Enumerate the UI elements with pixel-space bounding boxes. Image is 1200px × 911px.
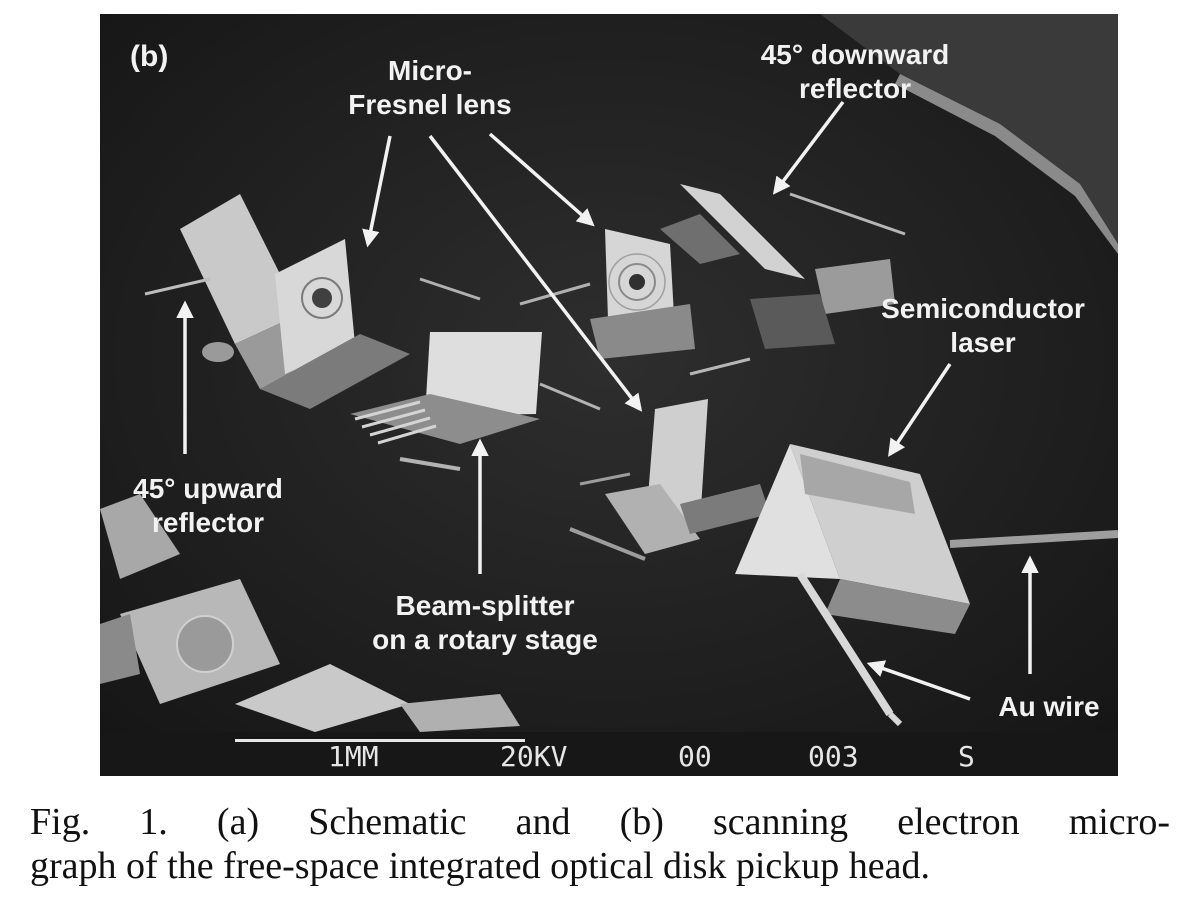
label-line: reflector <box>151 507 265 538</box>
label-line: Semiconductor <box>881 293 1085 324</box>
sem-field-2: 003 <box>808 740 859 773</box>
fresnel-lens-upper <box>419 229 695 359</box>
label-line: 45° downward <box>760 39 950 70</box>
panel-label: (b) <box>130 40 169 73</box>
caption-line-1: Fig. 1. (a) Schematic and (b) scanning e… <box>30 801 1170 843</box>
label-line: 45° upward <box>133 473 283 504</box>
scale-bar <box>235 739 525 742</box>
caption-line-2: graph of the free-space integrated optic… <box>30 845 931 887</box>
semiconductor-laser-structure <box>735 444 1118 727</box>
upward-reflector-structure <box>144 194 410 409</box>
callout-arrows <box>176 100 1039 701</box>
fresnel-lens-lower <box>569 399 770 561</box>
label-micro-fresnel-lens: Micro- Fresnel lens <box>330 54 530 122</box>
label-upward-reflector: 45° upward reflector <box>108 472 308 540</box>
label-line: on a rotary stage <box>372 624 598 655</box>
scale-text: 1MM <box>328 740 379 773</box>
sem-field-1: 00 <box>678 740 712 773</box>
beam-splitter-structure <box>350 332 601 471</box>
label-line: laser <box>950 327 1016 358</box>
label-line: Beam-splitter <box>395 590 575 621</box>
sem-info-bar: 1MM 20KV 00 003 S <box>100 732 1118 776</box>
micrograph-image <box>100 14 1118 776</box>
voltage-text: 20KV <box>500 740 568 773</box>
label-downward-reflector: 45° downward reflector <box>740 38 970 106</box>
label-semiconductor-laser: Semiconductor laser <box>858 292 1108 360</box>
sem-field-3: S <box>958 740 975 773</box>
label-beam-splitter: Beam-splitter on a rotary stage <box>330 589 640 657</box>
bottom-left-structures <box>100 494 520 732</box>
figure-caption: Fig. 1. (a) Schematic and (b) scanning e… <box>30 800 1170 888</box>
label-line: Fresnel lens <box>348 89 512 120</box>
downward-reflector-structure <box>660 184 906 376</box>
label-au-wire: Au wire <box>998 691 1100 722</box>
sem-micrograph: (b) Micro- Fresnel lens 45° downward ref… <box>100 14 1118 776</box>
label-line: Micro- <box>388 55 472 86</box>
label-line: reflector <box>798 73 912 104</box>
